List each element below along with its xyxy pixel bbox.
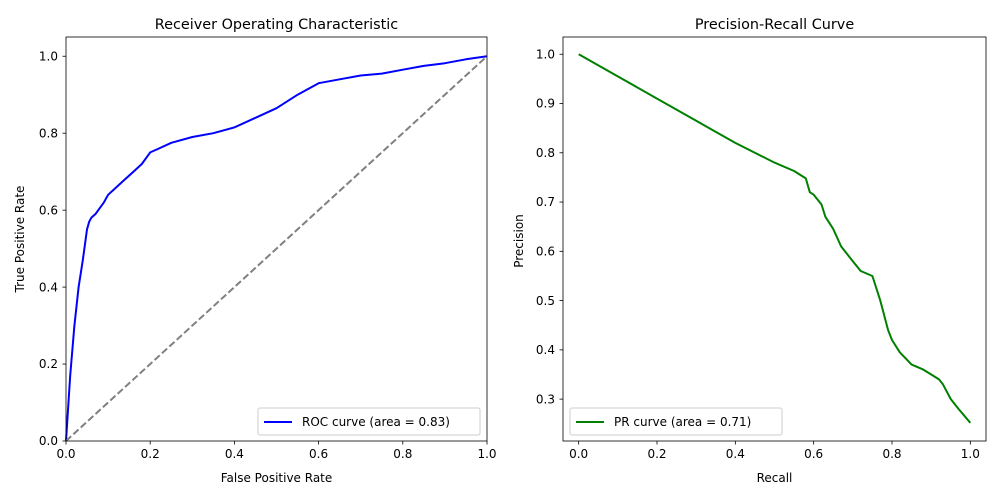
pr-y-tick-label: 0.8 (536, 146, 555, 160)
roc-x-tick-label: 0.0 (56, 447, 75, 461)
pr-y-tick-label: 0.6 (536, 245, 555, 259)
pr-series-line-0 (578, 53, 972, 424)
pr-y-tick-label: 0.4 (536, 343, 555, 357)
roc-x-tick-label: 0.8 (393, 447, 412, 461)
roc-series-line-0 (65, 55, 488, 442)
roc-x-tick-label: 0.6 (309, 447, 328, 461)
pr-chart: Precision-Recall Curve 0.0 0.2 0.4 0.6 0.8 1.… (512, 17, 987, 485)
pr-y-tick-label: 0.5 (536, 294, 555, 308)
pr-y-tick-label: 1.0 (536, 47, 555, 61)
roc-y-tick-label: 0.6 (39, 203, 58, 217)
pr-y-tick-label: 0.3 (536, 392, 555, 406)
pr-legend-box (569, 407, 783, 436)
pr-x-tick-label: 1.0 (961, 447, 980, 461)
roc-y-tick-label: 0.0 (39, 434, 58, 448)
roc-y-axis-label: True Positive Rate (13, 186, 27, 294)
pr-plot-frame (562, 36, 987, 442)
pr-y-axis-label: Precision (512, 214, 526, 268)
roc-x-axis-label: False Positive Rate (221, 471, 333, 485)
roc-y-tick-label: 0.2 (39, 357, 58, 371)
roc-chart-ticks: 0.0 0.2 0.4 0.6 0.8 1.0 0.0 0.2 0.4 0.6 0.8 1.0 (39, 49, 497, 461)
roc-chart-marks (65, 55, 488, 442)
roc-x-tick-label: 0.4 (225, 447, 244, 461)
roc-chance-line (65, 55, 488, 442)
pr-x-tick-label: 0.8 (882, 447, 901, 461)
roc-legend-label: ROC curve (area = 0.83) (302, 415, 450, 429)
roc-legend-box (257, 407, 481, 436)
pr-chart-ticks: 0.0 0.2 0.4 0.6 0.8 1.0 0.3 0.4 0.5 0.6 0.7 0.8 0.9 1… (536, 47, 980, 461)
pr-x-axis-label: Recall (757, 471, 793, 485)
roc-y-tick-label: 0.4 (39, 280, 58, 294)
roc-legend: ROC curve (area = 0.83) (257, 407, 481, 436)
pr-chart-title: Precision-Recall Curve (695, 17, 855, 33)
pr-y-tick-label: 0.7 (536, 195, 555, 209)
pr-x-tick-label: 0.4 (726, 447, 745, 461)
roc-x-tick-label: 1.0 (477, 447, 496, 461)
roc-y-tick-label: 1.0 (39, 49, 58, 63)
roc-x-tick-label: 0.2 (141, 447, 160, 461)
pr-x-tick-label: 0.2 (647, 447, 666, 461)
roc-y-tick-label: 0.8 (39, 126, 58, 140)
pr-y-tick-label: 0.9 (536, 97, 555, 111)
pr-chart-marks (578, 53, 972, 424)
pr-x-tick-label: 0.6 (804, 447, 823, 461)
roc-plot-frame (65, 36, 488, 442)
pr-x-tick-label: 0.0 (569, 447, 588, 461)
roc-chart: Receiver Operating Characteristic 0.0 0.2… (13, 17, 497, 485)
roc-chart-title: Receiver Operating Characteristic (155, 17, 399, 33)
pr-legend: PR curve (area = 0.71) (569, 407, 783, 436)
pr-legend-label: PR curve (area = 0.71) (614, 415, 751, 429)
